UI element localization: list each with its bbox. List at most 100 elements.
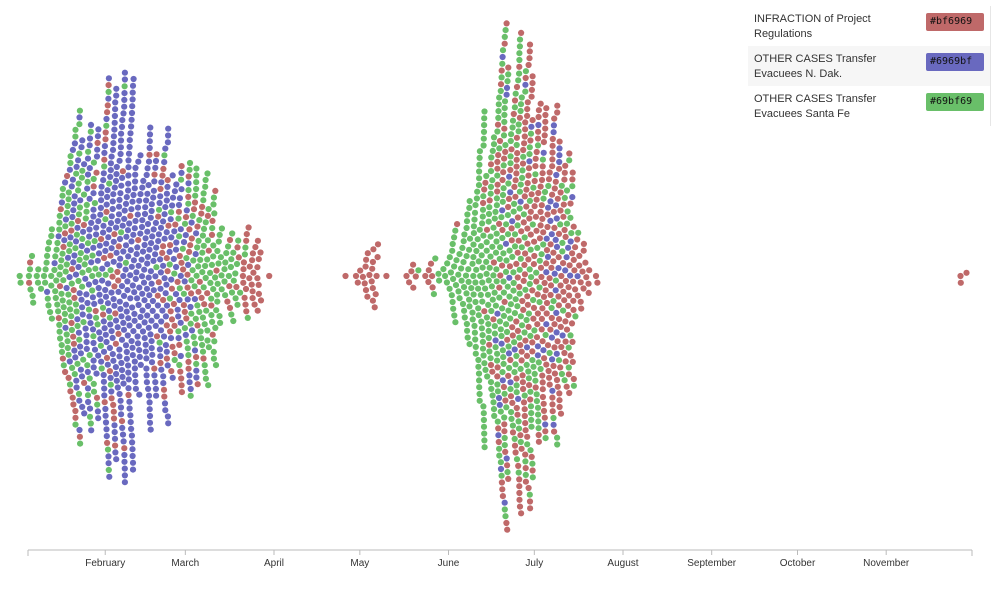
dot-santa-fe[interactable] [461,231,468,238]
dot-north-dakota[interactable] [160,373,167,380]
dot-santa-fe[interactable] [535,425,542,432]
dot-north-dakota[interactable] [109,205,116,213]
dot-north-dakota[interactable] [129,304,136,311]
dot-north-dakota[interactable] [148,317,155,324]
dot-north-dakota[interactable] [132,378,139,386]
dot-infraction[interactable] [208,231,216,238]
dot-santa-fe[interactable] [475,285,482,292]
dot-santa-fe[interactable] [497,408,504,415]
dot-infraction[interactable] [76,433,83,440]
dot-north-dakota[interactable] [145,274,152,281]
dot-santa-fe[interactable] [85,148,92,155]
dot-santa-fe[interactable] [485,210,493,218]
dot-santa-fe[interactable] [489,147,496,154]
dot-santa-fe[interactable] [565,344,572,351]
dot-infraction[interactable] [62,368,69,376]
dot-north-dakota[interactable] [145,158,153,165]
dot-infraction[interactable] [556,397,563,404]
dot-north-dakota[interactable] [66,274,73,281]
dot-santa-fe[interactable] [175,215,182,222]
dot-infraction[interactable] [185,365,192,372]
dot-north-dakota[interactable] [121,215,128,222]
dot-infraction[interactable] [200,355,207,362]
dot-north-dakota[interactable] [141,319,148,326]
dot-santa-fe[interactable] [210,348,217,355]
dot-infraction[interactable] [543,247,551,254]
dot-santa-fe[interactable] [470,223,477,230]
dot-santa-fe[interactable] [65,189,72,196]
dot-infraction[interactable] [542,111,549,119]
dot-infraction[interactable] [532,213,540,220]
dot-santa-fe[interactable] [508,409,515,416]
dot-north-dakota[interactable] [111,429,118,436]
dot-infraction[interactable] [252,244,259,251]
dot-north-dakota[interactable] [127,130,134,137]
legend-item-infraction[interactable]: INFRACTION of Project Regulations #bf696… [748,6,990,46]
dot-north-dakota[interactable] [92,278,99,286]
dot-santa-fe[interactable] [493,230,500,237]
dot-infraction[interactable] [545,176,553,183]
dot-santa-fe[interactable] [90,175,97,183]
dot-north-dakota[interactable] [118,123,126,130]
dot-santa-fe[interactable] [107,381,114,388]
dot-santa-fe[interactable] [534,244,541,251]
dot-infraction[interactable] [567,352,574,359]
dot-santa-fe[interactable] [558,370,566,378]
dot-north-dakota[interactable] [177,226,184,233]
dot-north-dakota[interactable] [135,323,142,330]
dot-infraction[interactable] [175,208,182,215]
dot-infraction[interactable] [110,415,118,422]
dot-infraction[interactable] [957,279,964,286]
dot-infraction[interactable] [427,260,435,267]
dot-north-dakota[interactable] [507,379,514,386]
dot-north-dakota[interactable] [162,342,169,349]
dot-infraction[interactable] [578,305,585,312]
dot-north-dakota[interactable] [144,253,151,260]
dot-north-dakota[interactable] [115,211,123,218]
dot-infraction[interactable] [568,320,576,327]
dot-infraction[interactable] [522,337,529,344]
dot-santa-fe[interactable] [526,266,533,273]
dot-infraction[interactable] [104,439,111,446]
dot-infraction[interactable] [504,336,511,343]
dot-north-dakota[interactable] [118,130,125,137]
dot-santa-fe[interactable] [190,333,197,340]
dot-north-dakota[interactable] [177,319,184,326]
dot-north-dakota[interactable] [127,295,134,302]
dot-infraction[interactable] [544,342,552,349]
dot-infraction[interactable] [71,294,78,301]
dot-north-dakota[interactable] [567,238,574,245]
dot-santa-fe[interactable] [176,233,183,240]
dot-santa-fe[interactable] [62,268,69,275]
dot-north-dakota[interactable] [143,379,150,386]
dot-infraction[interactable] [103,208,110,215]
dot-santa-fe[interactable] [528,416,535,423]
dot-north-dakota[interactable] [120,380,127,387]
dot-infraction[interactable] [525,165,533,172]
dot-santa-fe[interactable] [510,208,517,215]
dot-infraction[interactable] [518,228,525,235]
dot-santa-fe[interactable] [489,177,496,184]
dot-north-dakota[interactable] [95,284,102,292]
dot-santa-fe[interactable] [205,344,212,351]
dot-santa-fe[interactable] [559,239,566,246]
dot-infraction[interactable] [527,208,534,215]
dot-santa-fe[interactable] [531,327,538,334]
dot-north-dakota[interactable] [79,311,86,318]
dot-santa-fe[interactable] [188,277,195,284]
dot-infraction[interactable] [522,74,529,82]
dot-santa-fe[interactable] [499,234,506,242]
dot-north-dakota[interactable] [126,220,133,227]
dot-north-dakota[interactable] [144,302,152,310]
dot-north-dakota[interactable] [543,269,550,276]
dot-santa-fe[interactable] [34,279,42,286]
dot-infraction[interactable] [570,306,577,313]
dot-north-dakota[interactable] [547,217,554,224]
dot-north-dakota[interactable] [97,335,104,343]
dot-santa-fe[interactable] [504,212,511,219]
dot-santa-fe[interactable] [452,227,459,234]
dot-infraction[interactable] [180,302,187,309]
dot-north-dakota[interactable] [127,419,134,426]
dot-santa-fe[interactable] [528,410,535,417]
dot-north-dakota[interactable] [80,228,87,235]
